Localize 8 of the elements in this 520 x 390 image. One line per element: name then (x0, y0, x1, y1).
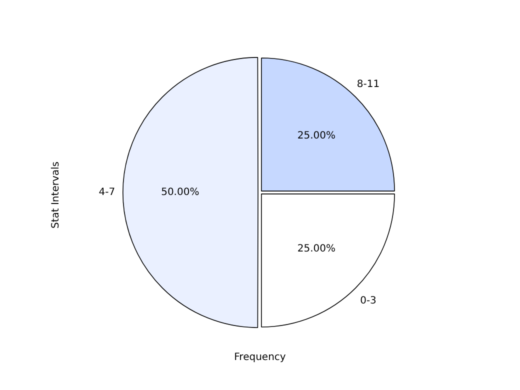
slice-label: 8-11 (356, 78, 380, 90)
text: Stat Intervals (50, 161, 62, 229)
slice-label: 4-7 (98, 187, 116, 198)
data-label: 50.00% (161, 187, 200, 198)
slice-label: 0-3 (360, 295, 376, 306)
data-label: 25.00% (297, 244, 336, 255)
text: Frequency (233, 352, 287, 363)
data-label: 25.00% (297, 130, 336, 142)
